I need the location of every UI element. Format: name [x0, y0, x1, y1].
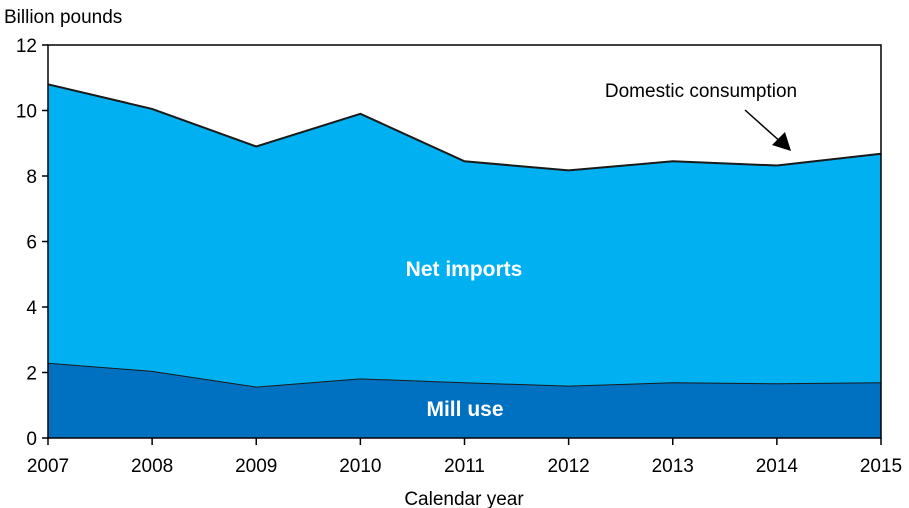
series-label-net-imports: Net imports: [406, 258, 523, 281]
y-tick-label: 4: [26, 298, 37, 319]
x-tick-label: 2012: [547, 456, 589, 477]
area-mill-use: [48, 362, 881, 438]
series-label-mill-use: Mill use: [426, 398, 503, 421]
x-axis: 2007 2008 2009 2010 2011 2012 2013 2014 2015: [27, 438, 902, 477]
annotation-arrow: [744, 109, 791, 151]
y-axis-title: Billion pounds: [4, 7, 122, 28]
y-tick-label: 0: [26, 429, 37, 450]
x-tick-label: 2008: [131, 456, 173, 477]
y-tick-label: 10: [16, 102, 37, 123]
x-axis-title: Calendar year: [404, 489, 524, 508]
y-tick-label: 2: [26, 364, 37, 385]
y-tick-label: 12: [16, 36, 37, 57]
area-net-imports: [48, 84, 881, 387]
areas-layer: [47, 83, 882, 438]
y-tick-label: 6: [26, 233, 37, 254]
x-tick-label: 2015: [860, 456, 902, 477]
y-tick-label: 8: [26, 167, 37, 188]
series-line-net-imports: [47, 83, 882, 172]
x-tick-label: 2014: [756, 456, 799, 477]
annotation-domestic-consumption: Domestic consumption: [605, 81, 797, 102]
x-tick-label: 2009: [235, 456, 277, 477]
y-axis: 0 2 4 6 8 10 12: [16, 36, 48, 450]
x-tick-label: 2013: [652, 456, 694, 477]
x-tick-label: 2011: [444, 456, 485, 477]
x-tick-label: 2010: [339, 456, 381, 477]
x-tick-label: 2007: [27, 456, 69, 477]
